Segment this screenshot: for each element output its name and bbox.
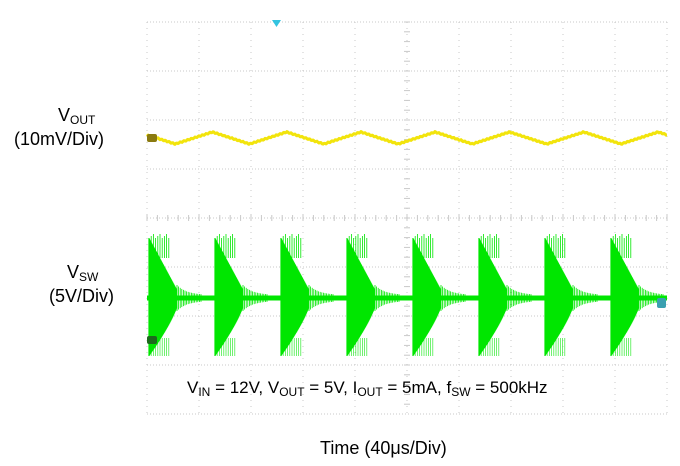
vsw-scale-label: (5V/Div) (49, 286, 115, 306)
vsw-name: V (67, 262, 80, 282)
cond-vin-rest: = 12V, (210, 378, 268, 397)
cond-fsw-main: f (446, 378, 452, 397)
vout-trace-label: VOUT (58, 105, 95, 131)
cond-vout-sub: OUT (279, 385, 305, 399)
cond-fsw-sub: SW (451, 385, 471, 399)
vsw-burst (280, 234, 334, 356)
vsw-burst (346, 234, 400, 356)
cond-vout-rest: = 5V, (304, 378, 353, 397)
operating-conditions: VIN = 12V, VOUT = 5V, IOUT = 5mA, fSW = … (187, 378, 548, 399)
vsw-burst (478, 234, 532, 356)
vsw-burst (148, 234, 202, 356)
cond-vout-main: V (267, 378, 280, 397)
vout-name: V (58, 105, 71, 125)
cond-vin-sub: IN (198, 385, 211, 399)
channel-markers (147, 20, 666, 344)
vsw-burst (610, 234, 664, 356)
vout-trace (145, 130, 668, 146)
vout-subscript: OUT (70, 113, 96, 127)
plot-traces (145, 130, 668, 356)
vsw-trace-label: VSW (67, 262, 98, 288)
ch2-ground-marker (147, 336, 157, 344)
cond-iout-main: I (352, 378, 358, 397)
ch1-ground-marker (147, 134, 157, 142)
cond-iout-sub: OUT (357, 385, 383, 399)
vout-scale-label: (10mV/Div) (14, 129, 105, 149)
plot-grid (146, 21, 668, 415)
vsw-subscript: SW (79, 270, 99, 284)
vsw-burst (544, 234, 598, 356)
ch2-right-marker (657, 298, 666, 308)
vsw-burst (412, 234, 466, 356)
x-axis-title: Time (40μs/Div) (320, 438, 447, 458)
vsw-burst (214, 234, 268, 356)
cond-vin-main: V (187, 378, 199, 397)
cond-fsw-rest: = 500kHz (470, 378, 548, 397)
cond-iout-rest: = 5mA, (382, 378, 447, 397)
trigger-marker (272, 20, 281, 27)
